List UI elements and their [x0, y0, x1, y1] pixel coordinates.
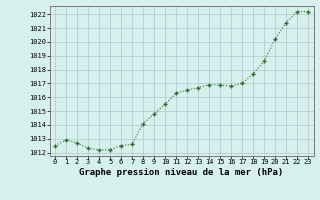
- X-axis label: Graphe pression niveau de la mer (hPa): Graphe pression niveau de la mer (hPa): [79, 168, 284, 177]
